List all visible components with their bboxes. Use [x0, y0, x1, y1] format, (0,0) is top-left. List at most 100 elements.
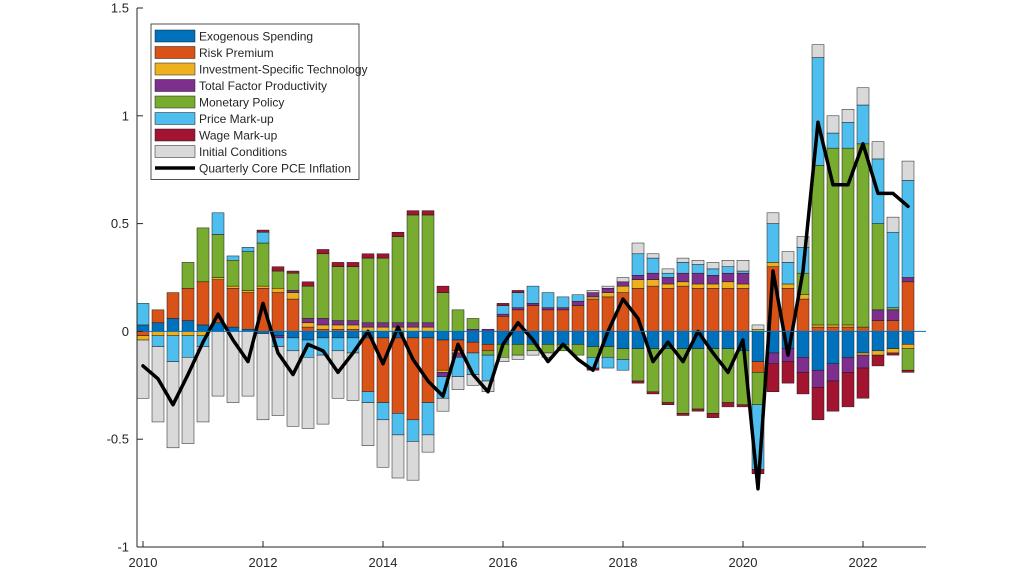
- bar-segment: [271, 292, 285, 332]
- bar-segment: [526, 303, 540, 306]
- bar-segment: [706, 275, 720, 285]
- bar-segment: [421, 402, 435, 436]
- bar-segment: [856, 354, 870, 369]
- bar-segment: [706, 268, 720, 276]
- bar-segment: [406, 441, 420, 481]
- bar-segment: [556, 331, 570, 345]
- bar-segment: [856, 331, 870, 354]
- bar-segment: [676, 262, 690, 274]
- bar-segment: [661, 272, 675, 278]
- bar-segment: [286, 331, 300, 339]
- bar-segment: [676, 257, 690, 263]
- bar-segment: [436, 397, 450, 412]
- bar-segment: [676, 285, 690, 332]
- bar-segment: [841, 109, 855, 123]
- bar-segment: [901, 180, 915, 278]
- bar-segment: [496, 305, 510, 315]
- bar-segment: [196, 324, 210, 332]
- bar-segment: [826, 363, 840, 382]
- bar-segment: [481, 331, 495, 345]
- bar-segment: [136, 335, 150, 341]
- bar-segment: [196, 281, 210, 326]
- bar-segment: [601, 288, 615, 293]
- bar-segment: [241, 251, 255, 291]
- bar-segment: [541, 331, 555, 345]
- bar-segment: [736, 260, 750, 272]
- bar-segment: [901, 331, 915, 345]
- legend-swatch: [154, 46, 196, 59]
- legend-label: Total Factor Productivity: [199, 79, 327, 93]
- bar-segment: [646, 279, 660, 287]
- bar-segment: [181, 262, 195, 289]
- bar-segment: [571, 294, 585, 302]
- bar-segment: [391, 337, 405, 414]
- x-tick-label: 2014: [369, 555, 398, 570]
- bar-segment: [616, 359, 630, 371]
- bar-segment: [196, 346, 210, 423]
- legend-label: Price Mark-up: [199, 112, 274, 126]
- bar-segment: [556, 307, 570, 311]
- y-tick-label: 1.5: [111, 1, 129, 16]
- legend-swatch: [154, 128, 196, 142]
- bar-segment: [646, 285, 660, 332]
- bar-segment: [451, 309, 465, 332]
- bar-segment: [241, 290, 255, 293]
- bar-segment: [691, 260, 705, 265]
- bar-segment: [286, 337, 300, 352]
- bar-segment: [631, 275, 645, 280]
- bar-segment: [346, 324, 360, 330]
- bar-segment: [331, 337, 345, 352]
- bar-segment: [436, 369, 450, 373]
- bar-segment: [406, 419, 420, 442]
- bar-segment: [886, 231, 900, 308]
- bar-segment: [856, 87, 870, 106]
- bar-segment: [721, 281, 735, 289]
- bar-segment: [796, 372, 810, 395]
- bar-segment: [616, 277, 630, 283]
- bar-segment: [706, 283, 720, 289]
- bar-segment: [331, 320, 345, 326]
- bar-segment: [346, 266, 360, 321]
- y-tick-label: -0.5: [107, 432, 129, 447]
- bar-segment: [886, 348, 900, 354]
- bar-segment: [136, 303, 150, 326]
- bar-segment: [181, 335, 195, 358]
- bar-segment: [211, 234, 225, 278]
- bar-segment: [721, 331, 735, 349]
- bar-segment: [721, 272, 735, 283]
- y-tick-label: 0: [122, 324, 129, 339]
- legend-swatch: [154, 79, 196, 92]
- bar-segment: [751, 331, 765, 362]
- bar-segment: [691, 408, 705, 412]
- bar-segment: [406, 326, 420, 332]
- bar-segment: [841, 331, 855, 358]
- bar-segment: [826, 380, 840, 412]
- bar-segment: [661, 283, 675, 289]
- bar-segment: [391, 231, 405, 237]
- bar-segment: [766, 262, 780, 267]
- bar-segment: [256, 285, 270, 289]
- bar-segment: [901, 160, 915, 181]
- bar-segment: [391, 236, 405, 324]
- bar-segment: [616, 331, 630, 349]
- bar-segment: [811, 324, 825, 328]
- bar-segment: [691, 348, 705, 410]
- bar-segment: [436, 285, 450, 293]
- bar-segment: [811, 387, 825, 421]
- bar-segment: [196, 227, 210, 283]
- bar-segment: [466, 318, 480, 330]
- bar-segment: [376, 337, 390, 403]
- bar-segment: [301, 326, 315, 332]
- bar-segment: [181, 320, 195, 332]
- bar-segment: [316, 331, 330, 339]
- legend-label: Monetary Policy: [199, 96, 284, 110]
- bar-segment: [151, 335, 165, 347]
- bar-segment: [631, 279, 645, 289]
- bar-segment: [811, 326, 825, 332]
- bar-segment: [286, 290, 300, 293]
- y-tick-label: -1: [117, 540, 129, 555]
- bar-segment: [841, 372, 855, 408]
- bar-segment: [511, 290, 525, 293]
- bar-segment: [451, 331, 465, 341]
